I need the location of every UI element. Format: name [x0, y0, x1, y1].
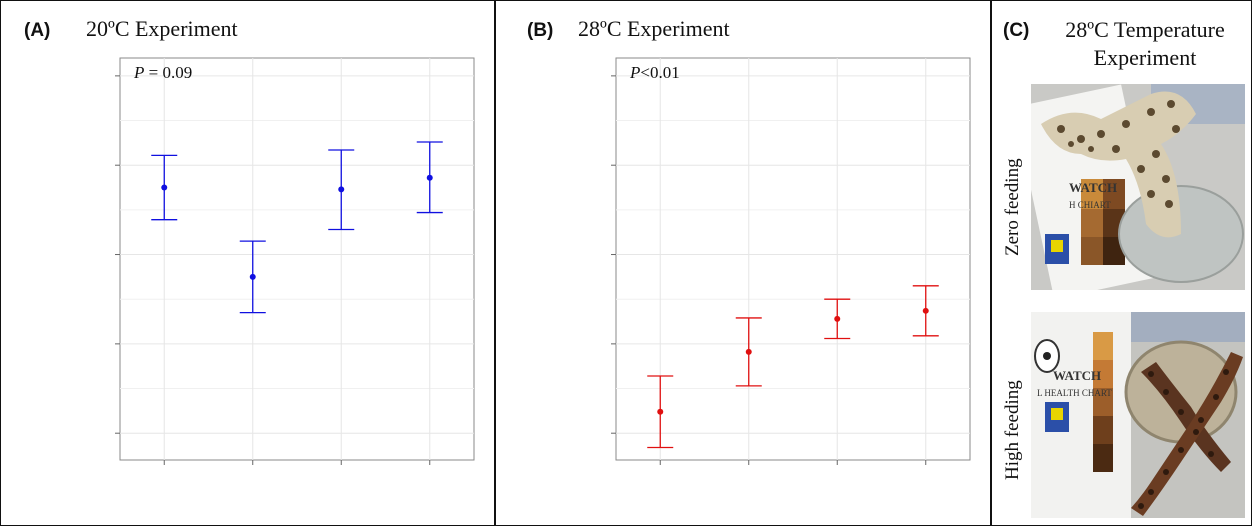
- data-point: [426, 174, 433, 181]
- photo-zero-feeding: WATCH H CHIART: [1031, 84, 1245, 290]
- photo-bottom-label: High feeding: [1002, 380, 1023, 480]
- p-value-annotation: P = 0.09: [133, 63, 192, 82]
- plot-area: [119, 57, 475, 461]
- panel-divider-bc: [990, 0, 992, 526]
- plot-area: [615, 57, 971, 461]
- panel-a-letter: (A): [24, 20, 51, 41]
- panel-b-title: 28ºC Experiment: [578, 16, 730, 41]
- chart-card-text-bottom: WATCH: [1053, 368, 1101, 383]
- data-point: [922, 307, 929, 314]
- panel-c-title-line2: Experiment: [1093, 45, 1197, 70]
- p-value-annotation: P<0.01: [629, 63, 680, 82]
- panel-c-title: 28ºC Temperature Experiment: [1050, 16, 1240, 72]
- data-point: [834, 315, 841, 322]
- chart-a: P = 0.09: [115, 57, 475, 465]
- chart-card-subtext-bottom: L HEALTH CHART: [1037, 388, 1112, 398]
- coral-photo-zero: WATCH H CHIART: [1031, 84, 1245, 290]
- chart-card-text-top: WATCH: [1069, 180, 1117, 195]
- photo-high-feeding: WATCH L HEALTH CHART: [1031, 312, 1245, 518]
- panel-a-title: 20ºC Experiment: [86, 16, 238, 41]
- panel-divider-ab: [494, 0, 496, 526]
- data-point: [657, 408, 664, 415]
- data-point: [338, 186, 345, 193]
- panel-b-letter: (B): [527, 20, 554, 41]
- data-point: [249, 273, 256, 280]
- chart-card-subtext-top: H CHIART: [1069, 200, 1111, 210]
- photo-top-label: Zero feeding: [1002, 158, 1023, 256]
- panel-c-letter: (C): [1003, 20, 1030, 41]
- data-point: [745, 348, 752, 355]
- chart-b: P<0.01: [611, 57, 971, 465]
- panel-c-title-line1: 28ºC Temperature: [1065, 17, 1225, 42]
- coral-photo-high: WATCH L HEALTH CHART: [1031, 312, 1245, 518]
- data-point: [161, 184, 168, 191]
